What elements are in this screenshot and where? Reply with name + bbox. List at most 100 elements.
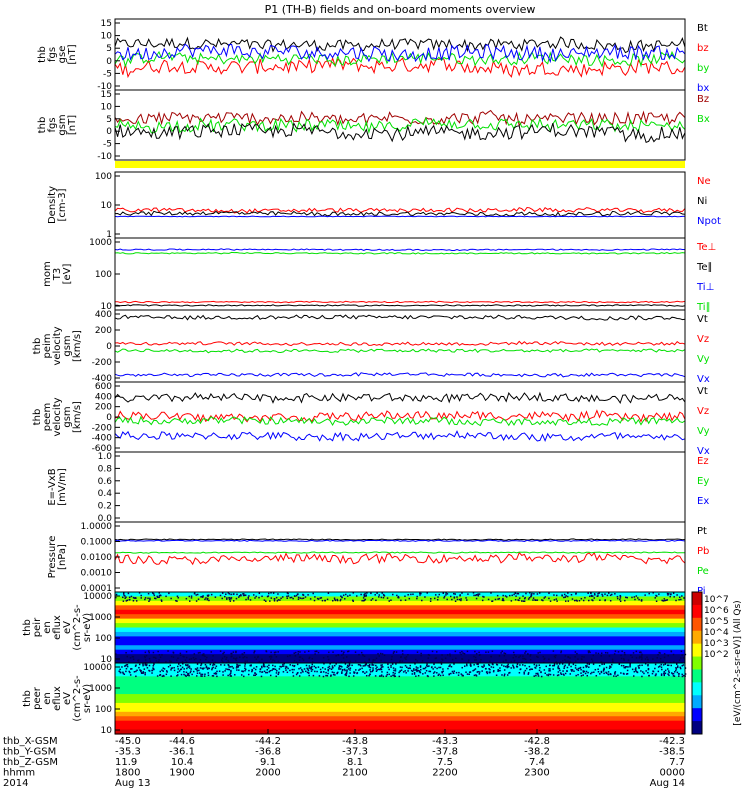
spectrogram-band [115,640,685,646]
spectrogram-pixel [427,657,429,659]
spectrogram-pixel [566,660,568,662]
spectrogram-pixel [208,599,210,602]
spectrogram-pixel [577,669,580,672]
spectrogram-pixel [232,600,235,602]
spectrogram-pixel [652,670,654,672]
spectrogram-pixel [673,675,676,677]
spectrogram-pixel [263,665,265,668]
spectrogram-pixel [229,673,231,676]
spectrogram-pixel [291,668,293,671]
spectrogram-pixel [178,663,180,665]
spectrogram-pixel [161,669,163,671]
spectrogram-pixel [646,656,648,659]
spectrogram-pixel [230,598,232,600]
x-tick-label: -44.6 [169,736,195,747]
spectrogram-pixel [203,653,205,655]
spectrogram-pixel [227,674,229,677]
spectrogram-pixel [680,650,683,653]
spectrogram-pixel [122,596,124,599]
spectrogram-pixel [337,654,340,657]
x-tick-label: 7.5 [437,757,453,768]
spectrogram-pixel [468,671,471,673]
spectrogram-pixel [132,656,135,658]
spectrogram-pixel [293,660,296,662]
spectrogram-pixel [122,671,124,674]
spectrogram-pixel [633,670,636,673]
spectrogram-pixel [312,592,314,595]
spectrogram-pixel [327,672,329,675]
spectrogram-pixel [255,595,257,598]
spectrogram-pixel [269,669,271,672]
spectrogram-pixel [123,673,126,676]
spectrogram-pixel [525,667,528,670]
spectrogram-pixel [185,656,188,659]
spectrogram-pixel [375,667,377,670]
y-axis-label: (cm^2-s- [72,604,83,651]
spectrogram-pixel [259,670,261,673]
spectrogram-pixel [530,668,532,670]
spectrogram-pixel [538,592,541,594]
spectrogram-pixel [607,671,610,673]
spectrogram-pixel [582,670,584,672]
spectrogram-pixel [571,670,573,672]
spectrogram-pixel [212,664,214,666]
spectrogram-pixel [229,672,232,675]
legend-entry-Ey: Ey [697,476,709,487]
spectrogram-pixel [548,670,550,672]
spectrogram-pixel [478,671,481,673]
spectrogram-pixel [393,675,396,678]
spectrogram-pixel [580,597,583,600]
legend-entry-Te∥: Te∥ [696,262,713,273]
spectrogram-pixel [543,597,545,599]
spectrogram-pixel [491,600,494,602]
spectrogram-pixel [577,658,579,660]
y-axis-label: Pressure [47,536,58,579]
colorbar-cell [692,592,702,606]
spectrogram-pixel [226,598,228,600]
spectrogram-pixel [589,651,591,654]
spectrogram-pixel [261,666,263,669]
spectrogram-pixel [644,658,647,660]
spectrogram-pixel [364,672,366,674]
spectrogram-pixel [567,656,569,659]
spectrogram-pixel [400,669,403,671]
spectrogram-pixel [368,666,371,668]
spectrogram-pixel [343,598,346,600]
spectrogram-pixel [385,675,388,677]
spectrogram-pixel [119,671,122,674]
spectrogram-pixel [173,666,175,669]
spectrogram-pixel [221,592,224,594]
spectrogram-pixel [437,596,439,598]
spectrogram-pixel [432,668,434,670]
spectrogram-pixel [184,659,187,661]
spectrogram-pixel [286,666,288,668]
spectrogram-pixel [608,667,611,669]
y-tick-label: -200 [92,358,113,368]
y-axis-label: en [42,621,53,634]
spectrogram-pixel [348,663,351,665]
spectrogram-pixel [637,665,640,667]
spectrogram-pixel [274,668,277,671]
y-axis-label: gsm [62,406,73,427]
spectrogram-band [115,698,685,704]
spectrogram-pixel [422,673,424,675]
spectrogram-pixel [513,593,515,596]
y-axis-label: thb [22,690,33,707]
spectrogram-pixel [255,658,258,660]
spectrogram-pixel [492,670,495,673]
spectrogram-pixel [416,660,419,662]
spectrogram-pixel [196,667,199,669]
spectrogram-pixel [142,664,144,667]
spectrogram-pixel [435,657,438,659]
y-tick-label: 0 [106,413,112,423]
spectrogram-pixel [301,597,303,600]
spectrogram-pixel [532,597,535,599]
spectrogram-pixel [270,655,272,657]
spectrogram-pixel [424,672,427,674]
spectrogram-pixel [138,592,141,594]
spectrogram-pixel [636,671,639,674]
spectrogram-pixel [680,598,682,601]
spectrogram-pixel [322,675,325,678]
spectrogram-pixel [344,669,346,672]
